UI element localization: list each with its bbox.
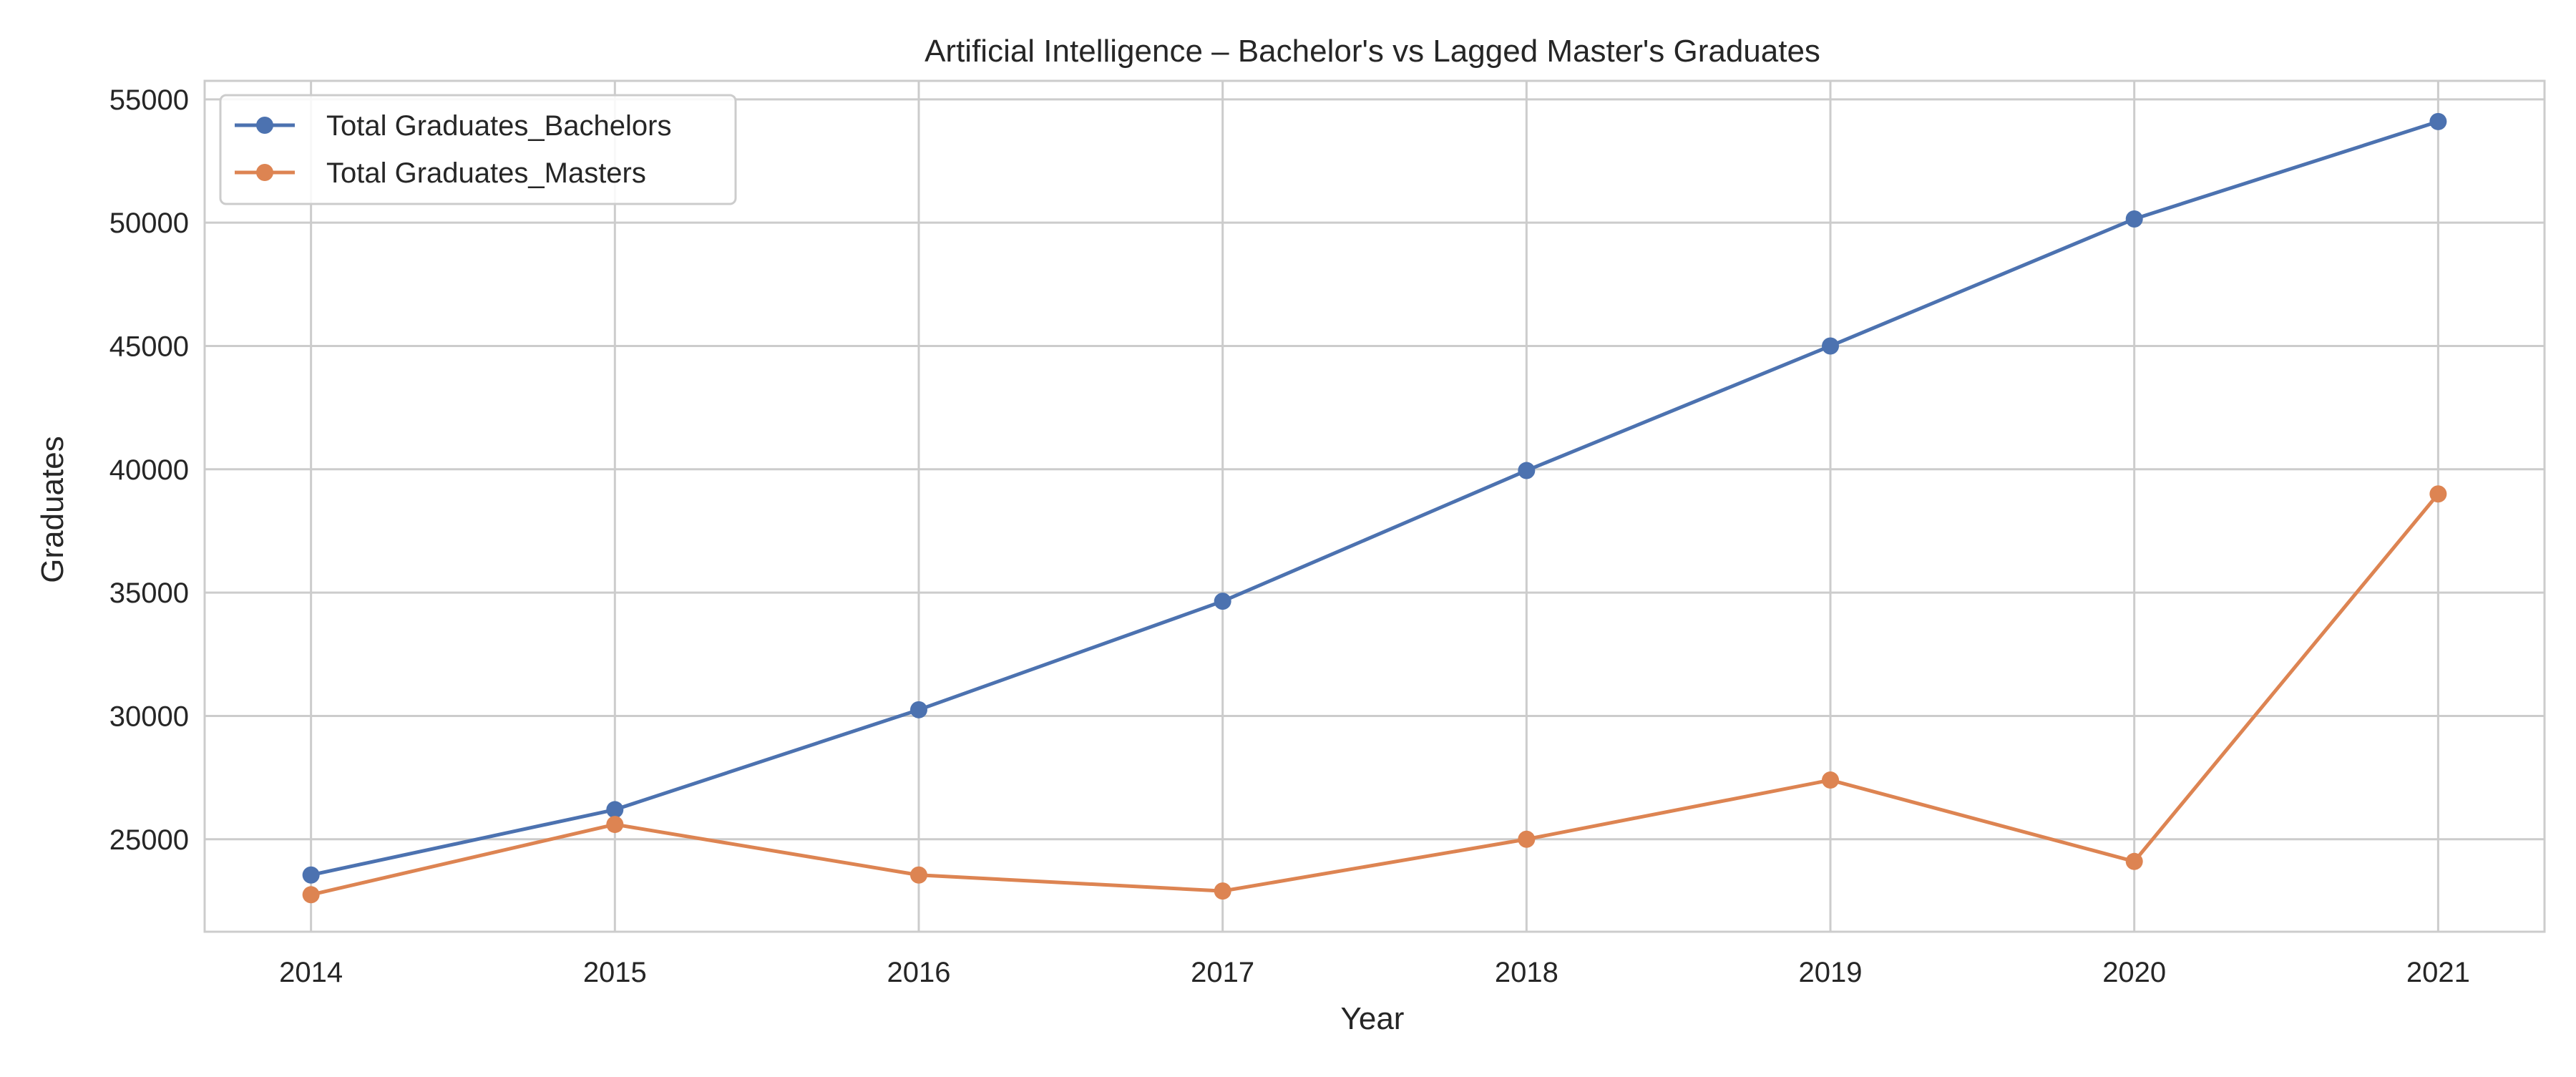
data-point — [2125, 852, 2143, 870]
data-point — [1214, 593, 1231, 610]
data-point — [1518, 462, 1536, 479]
data-point — [909, 701, 927, 718]
x-tick-label: 2015 — [583, 957, 647, 988]
x-tick-label: 2017 — [1191, 957, 1254, 988]
series-1 — [302, 485, 2447, 904]
data-point — [302, 866, 320, 884]
data-point — [606, 816, 624, 834]
series-line — [311, 120, 2439, 877]
y-tick-label: 40000 — [109, 454, 189, 486]
data-point — [1822, 771, 1840, 789]
series-0 — [302, 112, 2447, 884]
grid-lines — [205, 81, 2545, 932]
data-point — [302, 886, 320, 904]
legend-marker — [256, 117, 273, 134]
legend-marker — [256, 164, 273, 181]
legend-item: Total Graduates_Bachelors — [235, 110, 672, 142]
legend-label: Total Graduates_Bachelors — [326, 110, 672, 142]
data-point — [1518, 830, 1536, 848]
legend-box — [219, 94, 737, 205]
legend-item: Total Graduates_Masters — [235, 157, 646, 189]
data-point — [1214, 882, 1231, 900]
y-tick-label: 25000 — [109, 824, 189, 856]
data-point — [909, 866, 927, 884]
y-tick-label: 35000 — [109, 578, 189, 609]
x-tick-label: 2021 — [2406, 957, 2470, 988]
x-axis-label: Year — [1341, 1001, 1405, 1036]
x-tick-label: 2020 — [2102, 957, 2166, 988]
data-point — [2429, 112, 2447, 130]
x-tick-label: 2018 — [1495, 957, 1558, 988]
series-layer — [302, 112, 2447, 904]
y-tick-label: 30000 — [109, 701, 189, 732]
data-point — [606, 801, 624, 819]
y-tick-label: 50000 — [109, 208, 189, 239]
series-line — [311, 492, 2440, 897]
tick-labels: 2014 2015 2016 2017 2018 2019 2020 2021 25000 300… — [109, 84, 2470, 988]
x-tick-label: 2014 — [279, 957, 343, 988]
y-tick-label: 45000 — [109, 331, 189, 362]
y-axis-label: Graduates — [35, 436, 70, 583]
x-tick-label: 2019 — [1799, 957, 1863, 988]
plot-frame — [203, 79, 2546, 933]
data-point — [1822, 337, 1840, 355]
data-point — [2125, 210, 2143, 228]
y-tick-label: 55000 — [109, 84, 189, 116]
chart-title: Artificial Intelligence – Bachelor's vs … — [924, 34, 1820, 69]
data-point — [2429, 485, 2447, 503]
legend: Total Graduates_Bachelors Total Graduates… — [219, 94, 737, 205]
legend-label: Total Graduates_Masters — [326, 157, 646, 189]
x-tick-label: 2016 — [887, 957, 950, 988]
